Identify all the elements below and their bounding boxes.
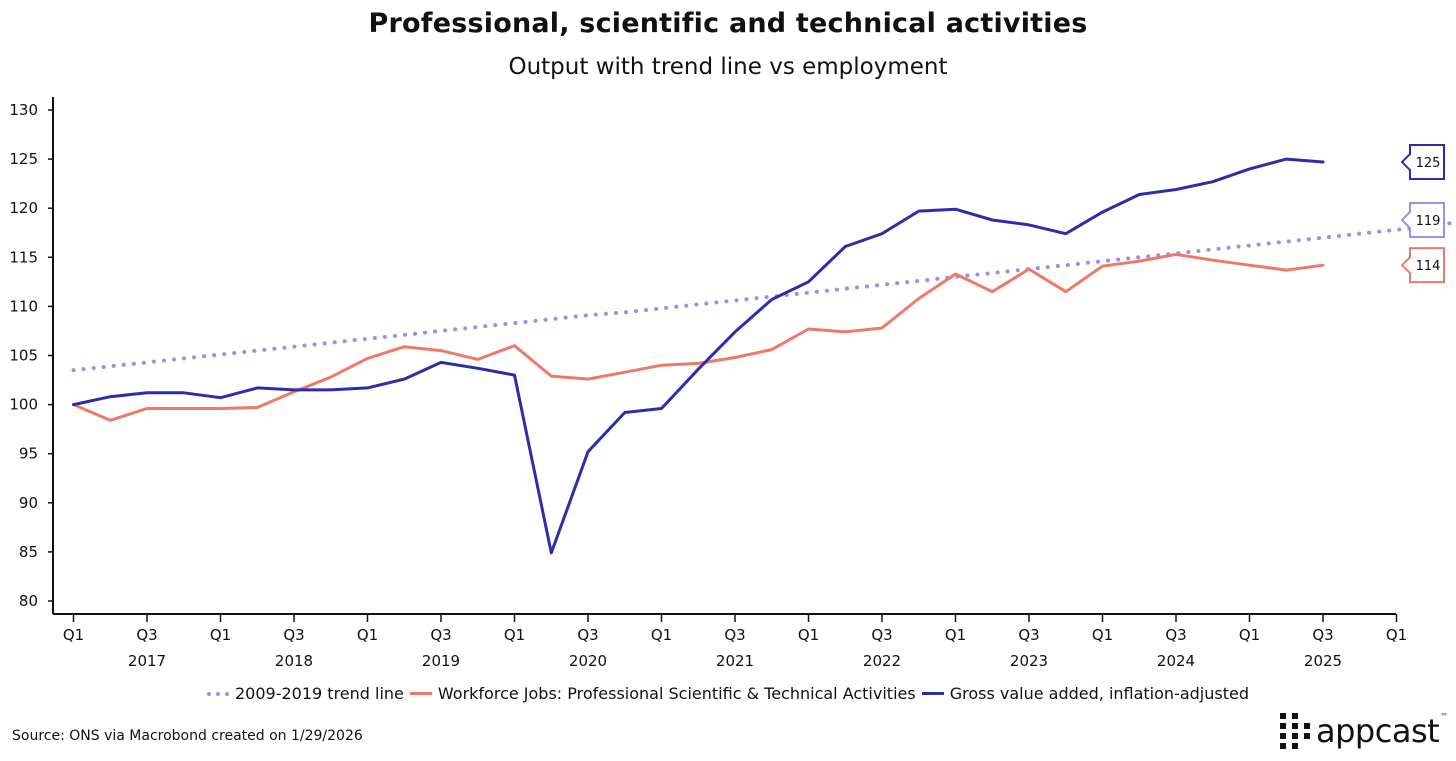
x-tick-label: Q3 [724, 626, 745, 644]
x-tick-label: Q3 [1165, 626, 1186, 644]
x-tick-label: Q1 [1386, 626, 1407, 644]
x-tick-label: Q3 [430, 626, 451, 644]
callout-gva-label: 125 [1416, 156, 1441, 171]
legend-label-trend: 2009-2019 trend line [235, 684, 404, 703]
y-axis: 80 85 90 95 100 105 110 115 120 125 130 [9, 97, 54, 614]
callout-trend-box [1400, 201, 1445, 238]
x-year-label: 2018 [275, 652, 313, 670]
x-tick-label: Q3 [577, 626, 598, 644]
x-tick-label: Q1 [651, 626, 672, 644]
source-note: Source: ONS via Macrobond created on 1/2… [12, 728, 363, 744]
appcast-logo: appcast™ [1280, 712, 1448, 750]
callout-jobs-label: 114 [1416, 259, 1441, 274]
series-lines [71, 157, 1456, 555]
y-tick-label: 125 [9, 150, 38, 168]
y-tick-label: 115 [9, 248, 38, 266]
x-tick-label: Q1 [357, 626, 378, 644]
legend-item-gva: Gross value added, inflation-adjusted [921, 684, 1249, 703]
y-tick-label: 95 [19, 445, 38, 463]
x-axis: Q1 Q3 Q1 Q3 Q1 Q3 Q1 Q3 Q1 Q3 Q1 Q3 Q1 Q3 Q1 Q3 Q1 Q3 Q1 20… [53, 613, 1407, 670]
series-line-trend [71, 220, 1456, 373]
legend-swatch-trend [207, 691, 229, 696]
x-tick-label: Q1 [798, 626, 819, 644]
x-tick-label: Q1 [210, 626, 231, 644]
legend-swatch-gva [921, 692, 944, 695]
y-tick-label: 80 [19, 592, 38, 610]
y-tick-label: 100 [9, 396, 38, 414]
x-year-label: 2022 [863, 652, 901, 670]
legend-label-gva: Gross value added, inflation-adjusted [949, 684, 1249, 703]
series-line-gva [72, 157, 1325, 555]
x-tick-label: Q3 [1312, 626, 1333, 644]
x-year-label: 2021 [716, 652, 754, 670]
x-tick-label: Q3 [1018, 626, 1039, 644]
x-tick-label: Q1 [1239, 626, 1260, 644]
chart-subtitle: Output with trend line vs employment [508, 54, 948, 80]
y-tick-label: 85 [19, 543, 38, 561]
y-tick-label: 110 [9, 297, 38, 315]
y-tick-label: 90 [19, 494, 38, 512]
y-tick-label: 130 [9, 101, 38, 119]
x-tick-label: Q3 [871, 626, 892, 644]
series-line-jobs [72, 252, 1325, 422]
chart-title: Professional, scientific and technical a… [368, 8, 1088, 39]
x-tick-label: Q3 [136, 626, 157, 644]
legend-item-trend: 2009-2019 trend line [207, 684, 404, 703]
x-tick-label: Q1 [63, 626, 84, 644]
x-tick-label: Q1 [504, 626, 525, 644]
legend-label-jobs: Workforce Jobs: Professional Scientific … [437, 684, 916, 703]
callout-trend-label: 119 [1416, 214, 1441, 229]
end-value-callouts: 119 114 125 [1400, 144, 1445, 284]
x-tick-label: Q3 [283, 626, 304, 644]
legend-item-jobs: Workforce Jobs: Professional Scientific … [409, 684, 916, 703]
y-tick-label: 120 [9, 199, 38, 217]
callout-gva-box [1400, 144, 1445, 181]
y-tick-label: 105 [9, 347, 38, 365]
x-tick-label: Q1 [945, 626, 966, 644]
x-year-label: 2023 [1010, 652, 1048, 670]
x-year-label: 2025 [1304, 652, 1342, 670]
x-year-label: 2019 [422, 652, 460, 670]
x-year-label: 2017 [128, 652, 166, 670]
appcast-logo-icon [1280, 713, 1310, 749]
x-tick-label: Q1 [1092, 626, 1113, 644]
x-year-label: 2024 [1157, 652, 1195, 670]
x-year-label: 2020 [569, 652, 607, 670]
legend-swatch-jobs [409, 692, 432, 695]
chart-legend: 2009-2019 trend line Workforce Jobs: Pro… [0, 684, 1456, 703]
callout-jobs-box [1400, 247, 1445, 284]
appcast-logo-text: appcast™ [1316, 712, 1448, 750]
